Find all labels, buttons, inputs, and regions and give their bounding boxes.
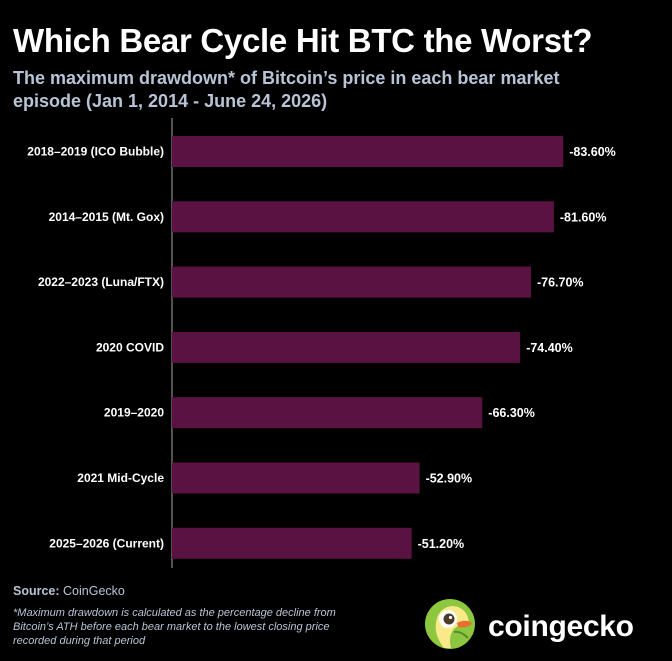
bar: [172, 266, 531, 298]
chart-title: Which Bear Cycle Hit BTC the Worst?: [13, 22, 593, 59]
category-label: 2014–2015 (Mt. Gox): [49, 210, 164, 224]
bars-group: 2018–2019 (ICO Bubble) -83.60% 2014–2015 (…: [27, 118, 616, 568]
bar: [172, 331, 521, 363]
value-label: -83.60%: [569, 145, 616, 159]
brand-name: coingecko: [488, 609, 634, 643]
value-label: -66.30%: [488, 406, 535, 420]
value-label: -74.40%: [526, 341, 573, 355]
bar: [172, 397, 483, 429]
category-label: 2018–2019 (ICO Bubble): [27, 145, 164, 159]
source-line: Source: CoinGecko: [13, 584, 125, 598]
category-label: 2021 Mid-Cycle: [77, 471, 164, 485]
coingecko-logo-icon: [424, 598, 476, 655]
value-label: -81.60%: [560, 210, 607, 224]
bar: [172, 136, 564, 167]
bar: [172, 527, 412, 559]
bar: [172, 201, 554, 233]
source-value: CoinGecko: [63, 584, 125, 598]
footnote: *Maximum drawdown is calculated as the p…: [13, 607, 336, 647]
category-label: 2022–2023 (Luna/FTX): [38, 275, 164, 289]
category-label: 2025–2026 (Current): [49, 536, 164, 550]
bar: [172, 462, 420, 494]
source-label: Source:: [13, 584, 60, 598]
chart-subtitle: The maximum drawdown* of Bitcoin’s price…: [13, 68, 560, 111]
value-label: -76.70%: [537, 276, 584, 290]
bar-chart: 2018–2019 (ICO Bubble) -83.60% 2014–2015 (…: [27, 118, 616, 568]
value-label: -51.20%: [418, 537, 465, 551]
category-label: 2020 COVID: [96, 340, 164, 354]
value-label: -52.90%: [426, 472, 473, 486]
category-label: 2019–2020: [104, 406, 164, 420]
brand-logo: coingecko: [424, 598, 634, 655]
